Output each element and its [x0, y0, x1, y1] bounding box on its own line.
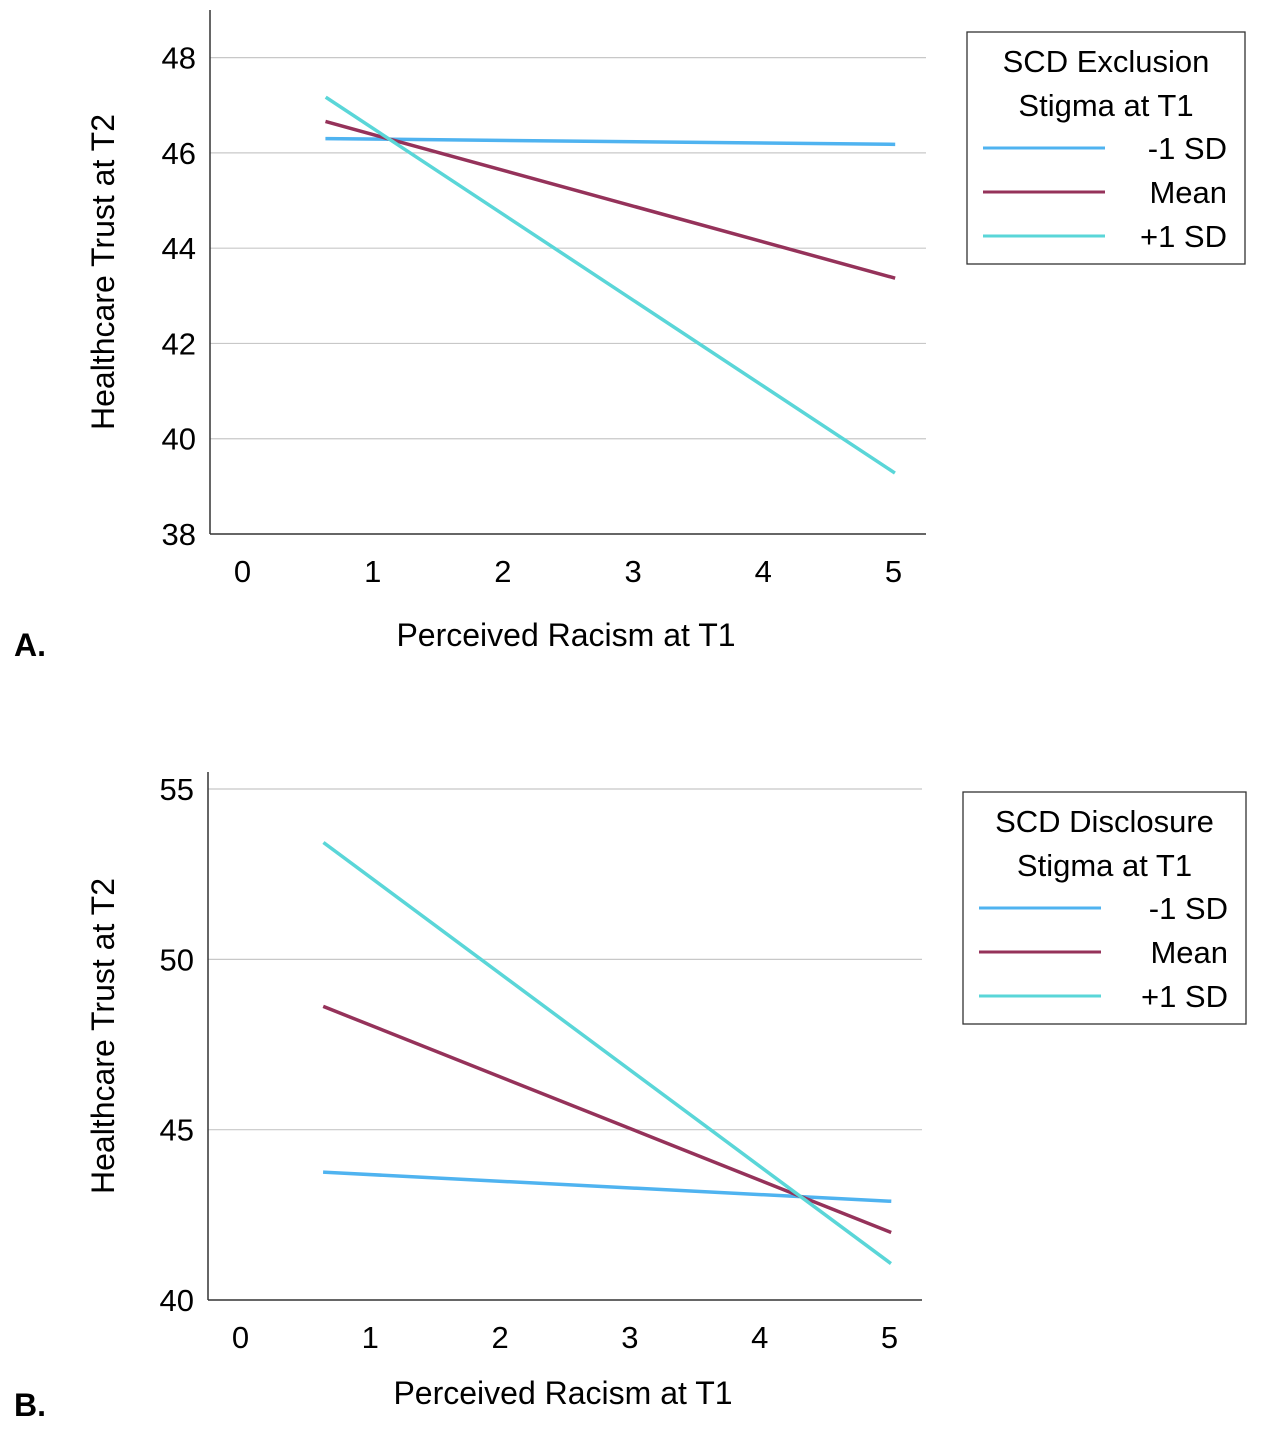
x-tick-label: 1	[362, 1320, 379, 1355]
legend: SCD Disclosure Stigma at T1 -1 SD Mean +1 SD	[962, 791, 1247, 1025]
legend-entry-label: -1 SD	[1149, 891, 1228, 926]
y-tick-label: 38	[162, 517, 196, 552]
y-tick-label: 44	[162, 231, 196, 266]
x-tick-label: 4	[751, 1320, 768, 1355]
x-tick-label: 1	[364, 554, 381, 589]
panel-label: A.	[14, 627, 46, 663]
y-tick-label: 55	[160, 772, 194, 807]
series-line	[324, 95, 896, 475]
y-tick-label: 50	[160, 942, 194, 977]
legend-title: SCD Disclosure	[995, 804, 1214, 839]
legend-box	[966, 31, 1246, 265]
legend-entry-label: +1 SD	[1140, 219, 1227, 254]
y-tick-label: 42	[162, 326, 196, 361]
y-axis-title: Healthcare Trust at T2	[85, 878, 121, 1194]
x-tick-label: 0	[234, 554, 251, 589]
series-line	[322, 1170, 892, 1204]
legend-entry-label: Mean	[1150, 935, 1228, 970]
legend-entry-label: -1 SD	[1148, 131, 1227, 166]
x-tick-label: 5	[881, 1320, 898, 1355]
legend-entry-label: Mean	[1149, 175, 1227, 210]
x-tick-label: 4	[755, 554, 772, 589]
y-tick-label: 45	[160, 1113, 194, 1148]
x-tick-label: 3	[624, 554, 641, 589]
x-tick-label: 0	[232, 1320, 249, 1355]
x-tick-label: 5	[885, 554, 902, 589]
legend: SCD Exclusion Stigma at T1 -1 SD Mean +1 SD	[966, 31, 1246, 265]
y-tick-label: 40	[160, 1283, 194, 1318]
x-axis-title: Perceived Racism at T1	[393, 1375, 732, 1411]
x-axis-title: Perceived Racism at T1	[396, 617, 735, 653]
legend-entry-label: +1 SD	[1141, 979, 1228, 1014]
series-line	[325, 119, 896, 280]
legend-title: Stigma at T1	[1018, 88, 1193, 123]
legend-title: Stigma at T1	[1017, 848, 1192, 883]
panel-label: B.	[14, 1387, 46, 1423]
y-tick-label: 48	[162, 41, 196, 76]
y-tick-label: 40	[162, 422, 196, 457]
y-tick-label: 46	[162, 136, 196, 171]
x-tick-label: 2	[491, 1320, 508, 1355]
x-tick-label: 3	[621, 1320, 638, 1355]
chart-panel-a: 38 40 42 44 46 48 0 1 2 3 4 5 Healthcare Trust at T2…	[14, 10, 1246, 663]
legend-title: SCD Exclusion	[1003, 44, 1210, 79]
y-axis-title: Healthcare Trust at T2	[85, 114, 121, 430]
series-line	[322, 841, 892, 1265]
series-line	[325, 136, 896, 147]
x-tick-label: 2	[494, 554, 511, 589]
